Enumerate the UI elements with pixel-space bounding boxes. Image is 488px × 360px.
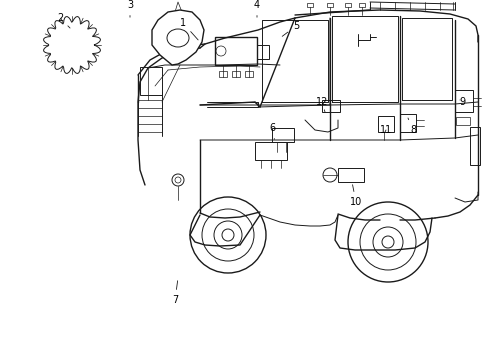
Bar — [454, 90, 472, 112]
Text: 6: 6 — [268, 123, 274, 139]
Bar — [321, 100, 339, 112]
Polygon shape — [152, 10, 203, 65]
Bar — [337, 168, 363, 182]
Bar — [469, 127, 479, 165]
Text: 1: 1 — [180, 18, 198, 40]
Text: 3: 3 — [127, 0, 133, 17]
Bar — [306, 3, 312, 7]
Text: 11: 11 — [379, 125, 391, 135]
Bar — [455, 117, 469, 125]
Text: 9: 9 — [458, 97, 464, 107]
Bar — [140, 67, 162, 95]
Polygon shape — [43, 17, 100, 73]
Text: 10: 10 — [349, 185, 362, 207]
Text: 12: 12 — [315, 97, 327, 112]
Bar — [244, 71, 252, 77]
Text: 7: 7 — [171, 281, 178, 305]
Bar — [231, 71, 240, 77]
Text: 5: 5 — [282, 21, 299, 36]
Bar — [257, 45, 268, 59]
Bar — [271, 128, 293, 142]
Text: 8: 8 — [407, 118, 415, 135]
Bar — [399, 114, 415, 132]
Bar — [377, 116, 393, 132]
Bar — [326, 3, 332, 7]
Bar — [358, 3, 364, 7]
Bar — [254, 142, 286, 160]
Text: 4: 4 — [253, 0, 260, 17]
Bar — [215, 37, 257, 65]
Bar — [345, 3, 350, 7]
Bar — [219, 71, 226, 77]
Text: 2: 2 — [57, 13, 70, 28]
